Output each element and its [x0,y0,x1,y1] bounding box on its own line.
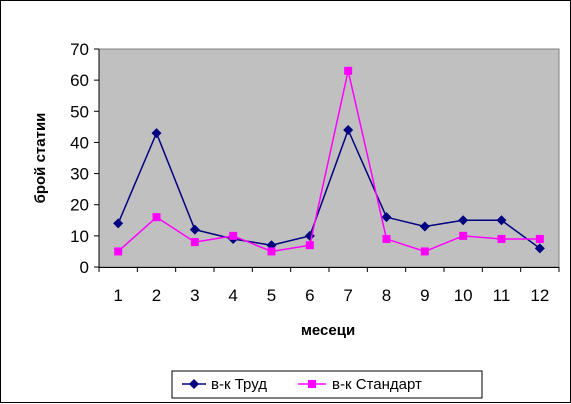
x-tick-label: 4 [228,286,237,305]
series-layer [113,66,545,256]
data-point-square [152,213,161,222]
y-tick-label: 20 [70,196,89,215]
data-point-diamond [343,124,354,135]
legend: в-к Труд в-к Стандарт [171,370,483,399]
x-tick-label: 1 [113,286,122,305]
legend-marker-diamond [189,379,199,389]
x-tick-label: 12 [530,286,549,305]
data-point-square [344,66,353,75]
y-tick-label: 50 [70,102,89,121]
data-point-square [497,234,506,243]
y-axis-title: брой статии [32,113,49,204]
legend-label-standart: в-к Стандарт [332,376,422,393]
x-tick-label: 8 [382,286,391,305]
data-point-square [535,234,544,243]
data-point-square [114,247,123,256]
x-axis-title: месеци [301,322,355,339]
x-axis-ticks: 1 2 3 4 5 6 7 8 9 10 11 12 [98,267,560,305]
series-line-1 [117,70,540,253]
y-tick-label: 40 [70,133,89,152]
x-tick-label: 11 [493,286,511,305]
data-point-square [305,241,314,250]
y-tick-label: 30 [70,165,89,184]
legend-marker-square [308,380,316,388]
x-tick-label: 5 [267,286,276,305]
data-point-square [459,231,468,240]
x-tick-label: 2 [152,286,161,305]
data-point-diamond [458,215,469,226]
data-point-diamond [113,218,124,229]
data-point-diamond [534,243,545,254]
legend-label-trud: в-к Труд [211,376,267,393]
legend-box [171,370,483,399]
y-tick-label: 10 [70,227,89,246]
data-point-diamond [189,224,200,235]
y-tick-label: 0 [80,258,89,277]
data-point-square [190,238,199,247]
x-tick-label: 3 [190,286,199,305]
data-point-diamond [496,215,507,226]
data-point-square [420,247,429,256]
x-tick-label: 10 [454,286,473,305]
x-tick-label: 7 [343,286,352,305]
y-axis-ticks: 0 10 20 30 40 50 60 70 [70,40,99,277]
y-tick-label: 60 [70,71,89,90]
data-point-diamond [381,212,392,223]
data-point-square [267,247,276,256]
data-point-diamond [419,221,430,232]
data-point-diamond [151,128,162,139]
data-point-square [382,234,391,243]
y-tick-label: 70 [70,40,89,59]
series-line-0 [117,127,541,249]
data-point-square [229,231,238,240]
x-tick-label: 9 [420,286,429,305]
x-tick-label: 6 [305,286,314,305]
